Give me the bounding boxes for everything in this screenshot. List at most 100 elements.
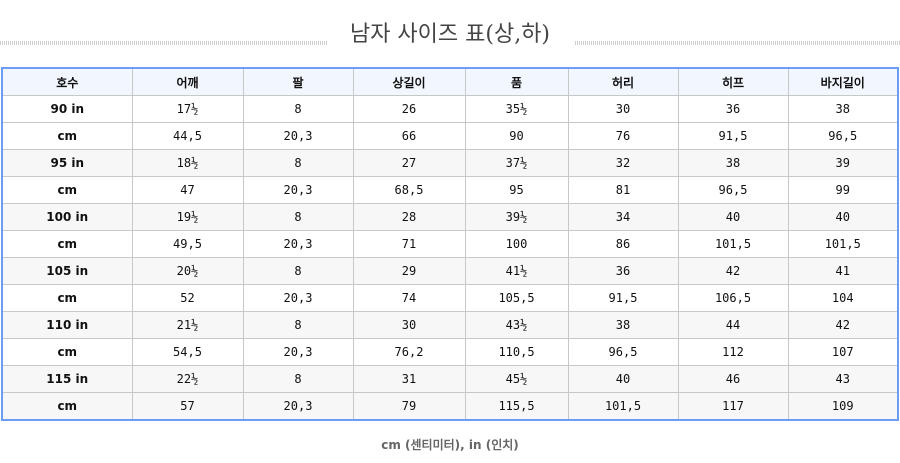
table-cell: 19½ — [131, 203, 244, 231]
table-cell: 54,5 — [131, 338, 244, 366]
table-cell: 91,5 — [567, 284, 679, 312]
table-row: 90 in 17½ 8 26 35½ 30 36 38 — [1, 95, 899, 123]
table-row: cm 52 20,3 74 105,5 91,5 106,5 104 — [1, 284, 899, 312]
table-cell: 47 — [131, 176, 244, 204]
size-label-cell: 90 in — [1, 95, 133, 123]
table-cell: 20½ — [131, 257, 244, 285]
table-cell: 36 — [677, 95, 789, 123]
table-cell: 81 — [567, 176, 679, 204]
table-row: cm 47 20,3 68,5 95 81 96,5 99 — [1, 176, 899, 204]
size-label-cell: cm — [1, 284, 133, 312]
table-cell: 110,5 — [464, 338, 569, 366]
table-cell: 40 — [567, 365, 679, 393]
table-cell: 99 — [787, 176, 899, 204]
table-cell: 8 — [242, 311, 354, 339]
table-cell: 74 — [352, 284, 466, 312]
table-cell: 66 — [352, 122, 466, 150]
table-cell: 31 — [352, 365, 466, 393]
table-cell: 8 — [242, 365, 354, 393]
table-row: cm 44,5 20,3 66 90 76 91,5 96,5 — [1, 122, 899, 150]
table-cell: 42 — [677, 257, 789, 285]
table-cell: 30 — [352, 311, 466, 339]
table-cell: 86 — [567, 230, 679, 258]
table-cell: 96,5 — [787, 122, 899, 150]
table-cell: 27 — [352, 149, 466, 177]
table-cell: 107 — [787, 338, 899, 366]
page-title: 남자 사이즈 표(상,하) — [349, 22, 551, 47]
table-cell: 49,5 — [131, 230, 244, 258]
size-label-cell: cm — [1, 392, 133, 421]
table-cell: 35½ — [464, 95, 569, 123]
table-cell: 101,5 — [787, 230, 899, 258]
table-cell: 95 — [464, 176, 569, 204]
title-bar: 남자 사이즈 표(상,하) — [0, 14, 900, 50]
table-cell: 96,5 — [567, 338, 679, 366]
table-cell: 8 — [242, 257, 354, 285]
size-label-cell: 100 in — [1, 203, 133, 231]
column-header: 어깨 — [131, 67, 244, 96]
size-label-cell: cm — [1, 122, 133, 150]
table-cell: 115,5 — [464, 392, 569, 421]
table-cell: 40 — [787, 203, 899, 231]
table-cell: 8 — [242, 203, 354, 231]
size-label-cell: 95 in — [1, 149, 133, 177]
column-header: 상길이 — [352, 67, 466, 96]
table-cell: 20,3 — [242, 230, 354, 258]
table-cell: 117 — [677, 392, 789, 421]
table-cell: 8 — [242, 95, 354, 123]
table-cell: 41 — [787, 257, 899, 285]
unit-note: cm (센티미터), in (인치) — [381, 438, 519, 452]
table-cell: 46 — [677, 365, 789, 393]
table-cell: 17½ — [131, 95, 244, 123]
table-cell: 101,5 — [677, 230, 789, 258]
table-cell: 76 — [567, 122, 679, 150]
divider-left — [0, 41, 327, 45]
table-cell: 21½ — [131, 311, 244, 339]
table-cell: 20,3 — [242, 338, 354, 366]
table-cell: 20,3 — [242, 176, 354, 204]
table-cell: 105,5 — [464, 284, 569, 312]
header-row: 호수 어깨 팔 상길이 품 허리 히프 바지길이 — [1, 67, 899, 96]
table-cell: 40 — [677, 203, 789, 231]
table-cell: 36 — [567, 257, 679, 285]
table-cell: 38 — [677, 149, 789, 177]
table-cell: 90 — [464, 122, 569, 150]
table-row: 115 in 22½ 8 31 45½ 40 46 43 — [1, 365, 899, 393]
table-cell: 38 — [567, 311, 679, 339]
table-cell: 43 — [787, 365, 899, 393]
size-label-cell: 110 in — [1, 311, 133, 339]
table-row: cm 57 20,3 79 115,5 101,5 117 109 — [1, 392, 899, 421]
table-cell: 20,3 — [242, 284, 354, 312]
size-label-cell: cm — [1, 176, 133, 204]
table-cell: 39 — [787, 149, 899, 177]
column-header: 허리 — [567, 67, 679, 96]
table-row: 100 in 19½ 8 28 39½ 34 40 40 — [1, 203, 899, 231]
table-cell: 32 — [567, 149, 679, 177]
table-cell: 43½ — [464, 311, 569, 339]
table-cell: 39½ — [464, 203, 569, 231]
table-cell: 20,3 — [242, 392, 354, 421]
column-header: 바지길이 — [787, 67, 899, 96]
table-cell: 112 — [677, 338, 789, 366]
table-cell: 101,5 — [567, 392, 679, 421]
column-header: 품 — [464, 67, 569, 96]
table-cell: 8 — [242, 149, 354, 177]
table-cell: 44 — [677, 311, 789, 339]
table-cell: 104 — [787, 284, 899, 312]
table-cell: 79 — [352, 392, 466, 421]
column-header: 호수 — [1, 67, 133, 96]
table-row: cm 49,5 20,3 71 100 86 101,5 101,5 — [1, 230, 899, 258]
table-cell: 109 — [787, 392, 899, 421]
table-cell: 91,5 — [677, 122, 789, 150]
table-row: 105 in 20½ 8 29 41½ 36 42 41 — [1, 257, 899, 285]
table-row: 110 in 21½ 8 30 43½ 38 44 42 — [1, 311, 899, 339]
table-cell: 26 — [352, 95, 466, 123]
table-cell: 106,5 — [677, 284, 789, 312]
table-cell: 42 — [787, 311, 899, 339]
table-cell: 45½ — [464, 365, 569, 393]
table-cell: 37½ — [464, 149, 569, 177]
table-row: cm 54,5 20,3 76,2 110,5 96,5 112 107 — [1, 338, 899, 366]
size-label-cell: 115 in — [1, 365, 133, 393]
table-cell: 71 — [352, 230, 466, 258]
table-cell: 28 — [352, 203, 466, 231]
